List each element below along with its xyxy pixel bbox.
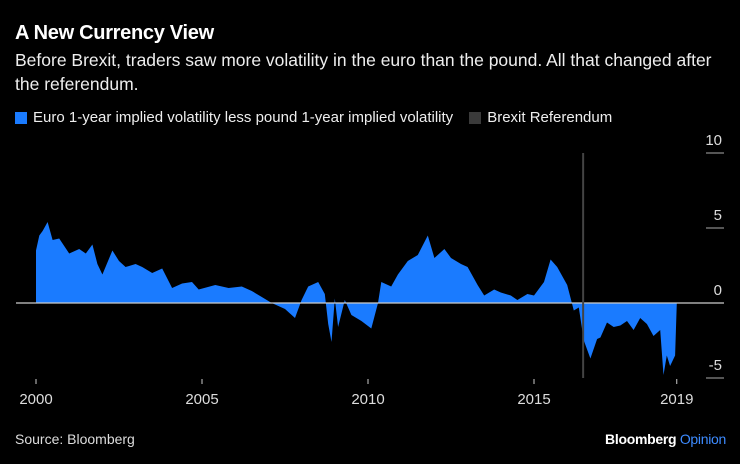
legend: Euro 1-year implied volatility less poun… [15,109,628,126]
x-tick-label: 2000 [19,391,52,408]
chart-subtitle: Before Brexit, traders saw more volatili… [15,50,712,94]
series-area [36,222,677,375]
x-tick-label: 2015 [517,391,550,408]
legend-item-brexit: Brexit Referendum [469,109,612,126]
y-tick-label: 5 [714,207,722,224]
y-tick-label: 10 [705,132,722,149]
legend-swatch-series [15,111,27,124]
y-tick-label: 0 [714,282,722,299]
legend-item-euro: Euro 1-year implied volatility less poun… [15,109,453,126]
x-tick-label: 2010 [351,391,384,408]
legend-swatch-brexit [469,111,482,124]
x-tick-label: 2005 [185,391,218,408]
y-tick-label: -5 [709,357,722,374]
chart-title: A New Currency View [15,22,214,44]
legend-label-brexit: Brexit Referendum [487,109,613,126]
legend-label-series: Euro 1-year implied volatility less poun… [33,109,454,126]
source-note: Source: Bloomberg [15,431,135,447]
x-tick-label: 2019 [660,391,693,408]
brand-logo: Bloomberg Opinion [605,431,726,447]
